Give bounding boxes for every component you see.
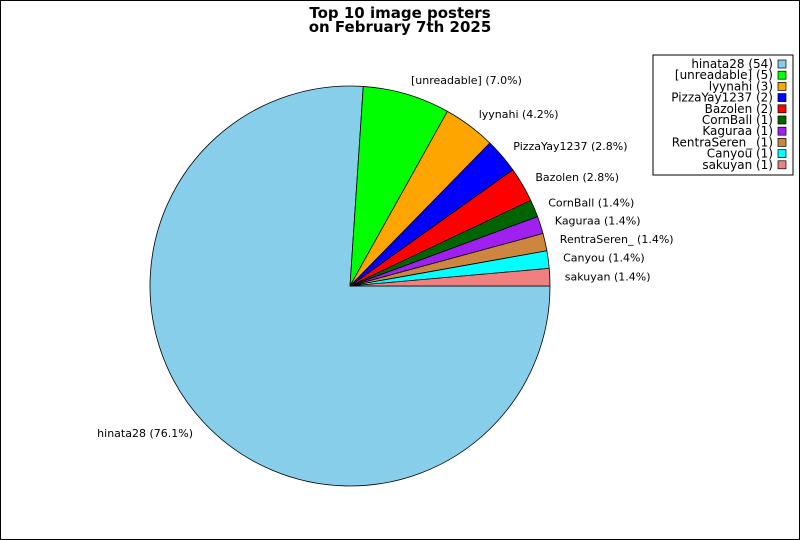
legend-swatch bbox=[777, 138, 787, 147]
legend-entry: RentraSeren_ (1) bbox=[672, 135, 773, 149]
legend-swatch bbox=[777, 126, 787, 136]
legend-box bbox=[652, 54, 794, 176]
chart-title-line-2: on February 7th 2025 bbox=[309, 18, 492, 36]
legend-entry: CornBall (1) bbox=[702, 113, 773, 127]
legend-swatch bbox=[777, 115, 787, 125]
pie-labels: hinata28 (76.1%) [unreadable] (7.0%) lyyna… bbox=[97, 74, 673, 440]
slice-label: Bazolen (2.8%) bbox=[535, 171, 619, 184]
legend-swatch bbox=[777, 70, 787, 80]
legend-swatch bbox=[777, 59, 787, 69]
legend-entry: hinata28 (54) bbox=[691, 57, 773, 71]
slice-label: Kaguraa (1.4%) bbox=[555, 215, 641, 228]
legend-entry: PizzaYay1237 (2) bbox=[671, 91, 773, 105]
slice-label: hinata28 (76.1%) bbox=[97, 427, 193, 440]
legend: hinata28 (54)[unreadable] (5)lyynahi (3)… bbox=[652, 54, 794, 176]
slice-label: RentraSeren_ (1.4%) bbox=[560, 233, 674, 246]
legend-swatch bbox=[777, 149, 787, 158]
legend-swatch bbox=[777, 82, 787, 91]
pie-slices bbox=[149, 85, 551, 487]
legend-entry: lyynahi (3) bbox=[709, 79, 773, 93]
slice-label: lyynahi (4.2%) bbox=[479, 108, 559, 121]
chart-title-line-1: Top 10 image posters bbox=[309, 4, 490, 22]
slice-label: Canyou (1.4%) bbox=[563, 252, 645, 265]
legend-entry: [unreadable] (5) bbox=[675, 68, 773, 82]
legend-swatch bbox=[777, 104, 787, 114]
slice-label: sakuyan (1.4%) bbox=[565, 271, 651, 284]
legend-entry: Canyou (1) bbox=[707, 147, 773, 161]
pie-slice bbox=[349, 267, 551, 287]
legend-entry: Bazolen (2) bbox=[705, 102, 773, 116]
slice-label: [unreadable] (7.0%) bbox=[411, 74, 522, 87]
legend-entry: sakuyan (1) bbox=[702, 158, 773, 172]
slice-label: CornBall (1.4%) bbox=[548, 197, 634, 210]
legend-entry: Kaguraa (1) bbox=[702, 124, 773, 138]
legend-swatch bbox=[777, 93, 787, 102]
slice-label: PizzaYay1237 (2.8%) bbox=[513, 140, 627, 153]
legend-swatch bbox=[777, 160, 787, 170]
